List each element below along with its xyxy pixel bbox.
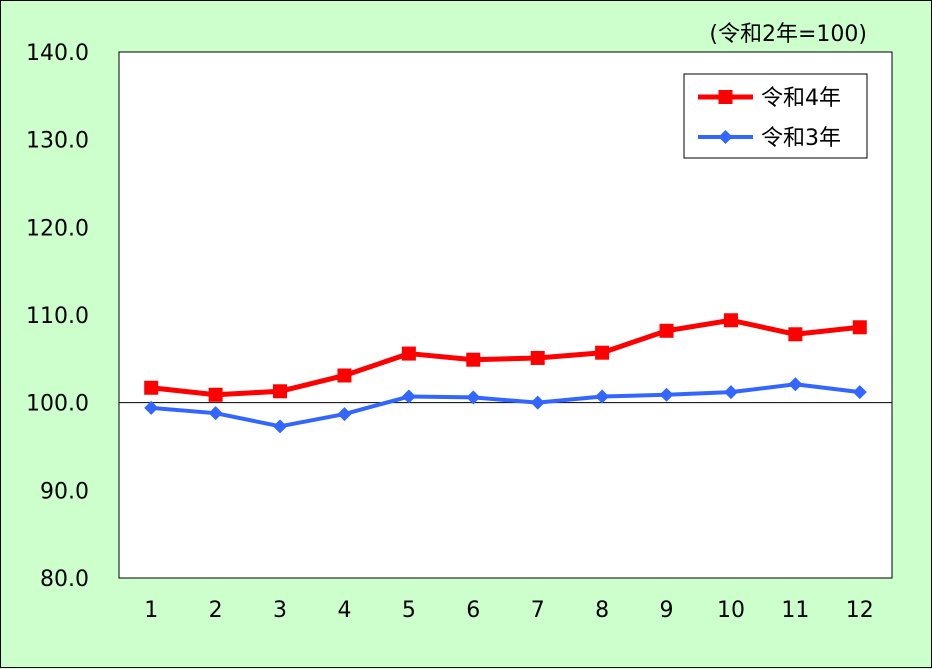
legend-box: [683, 73, 868, 159]
x-tick-label: 12: [846, 598, 874, 623]
data-point-square: [723, 313, 738, 328]
legend-marker-diamond: [718, 130, 733, 144]
data-point-square: [144, 380, 159, 395]
data-point-square: [595, 345, 610, 360]
x-tick-label: 1: [144, 598, 158, 623]
data-point-diamond: [273, 419, 288, 434]
series-layer: [144, 313, 867, 434]
legend-label: 令和3年: [761, 126, 841, 151]
data-point-square: [852, 320, 867, 335]
y-tick-label: 100.0: [26, 392, 89, 417]
data-point-diamond: [595, 389, 610, 404]
y-tick-label: 120.0: [26, 216, 89, 241]
legend-entry: 令和3年: [698, 126, 841, 151]
data-point-square: [659, 323, 674, 338]
series-1: [144, 313, 867, 402]
series-line: [151, 382, 861, 429]
x-tick-label: 3: [273, 598, 287, 623]
series-2: [144, 377, 867, 434]
series-line: [150, 317, 861, 398]
data-point-diamond: [723, 385, 738, 400]
y-tick-label: 80.0: [40, 567, 89, 592]
y-tick-label: 90.0: [40, 479, 89, 504]
y-tick-label: 110.0: [26, 304, 89, 329]
legend-label: 令和4年: [761, 86, 841, 111]
y-axis: 80.0 90.0 100.0 110.0 120.0 130.0 140.0: [26, 41, 89, 592]
data-point-diamond: [530, 395, 545, 410]
x-tick-label: 8: [595, 598, 609, 623]
legend-entry: 令和4年: [698, 86, 841, 111]
data-point-diamond: [659, 387, 674, 402]
unit-note: (令和2年=100): [709, 22, 867, 47]
data-point-square: [273, 384, 288, 399]
data-point-square: [337, 368, 352, 383]
data-point-diamond: [144, 400, 159, 415]
data-point-diamond: [852, 385, 867, 400]
x-tick-label: 6: [466, 598, 480, 623]
x-tick-label: 11: [781, 598, 809, 623]
data-point-square: [401, 346, 416, 361]
data-point-diamond: [788, 377, 803, 392]
x-tick-label: 10: [717, 598, 745, 623]
data-point-diamond: [466, 390, 481, 405]
y-tick-label: 130.0: [26, 129, 89, 154]
data-point-square: [208, 387, 223, 402]
x-tick-label: 2: [209, 598, 223, 623]
y-tick-label: 140.0: [26, 41, 89, 66]
x-tick-label: 4: [337, 598, 351, 623]
data-point-diamond: [401, 389, 416, 404]
x-tick-label: 5: [402, 598, 416, 623]
x-tick-label: 7: [531, 598, 545, 623]
data-point-diamond: [337, 407, 352, 422]
legend-marker-square: [718, 90, 733, 104]
x-tick-label: 9: [660, 598, 674, 623]
data-point-square: [788, 327, 803, 342]
data-point-diamond: [208, 406, 223, 421]
x-axis: 1 2 3 4 5 6 7 8 9 10 11 12: [144, 598, 874, 623]
data-point-square: [466, 352, 481, 367]
data-point-square: [530, 350, 545, 365]
